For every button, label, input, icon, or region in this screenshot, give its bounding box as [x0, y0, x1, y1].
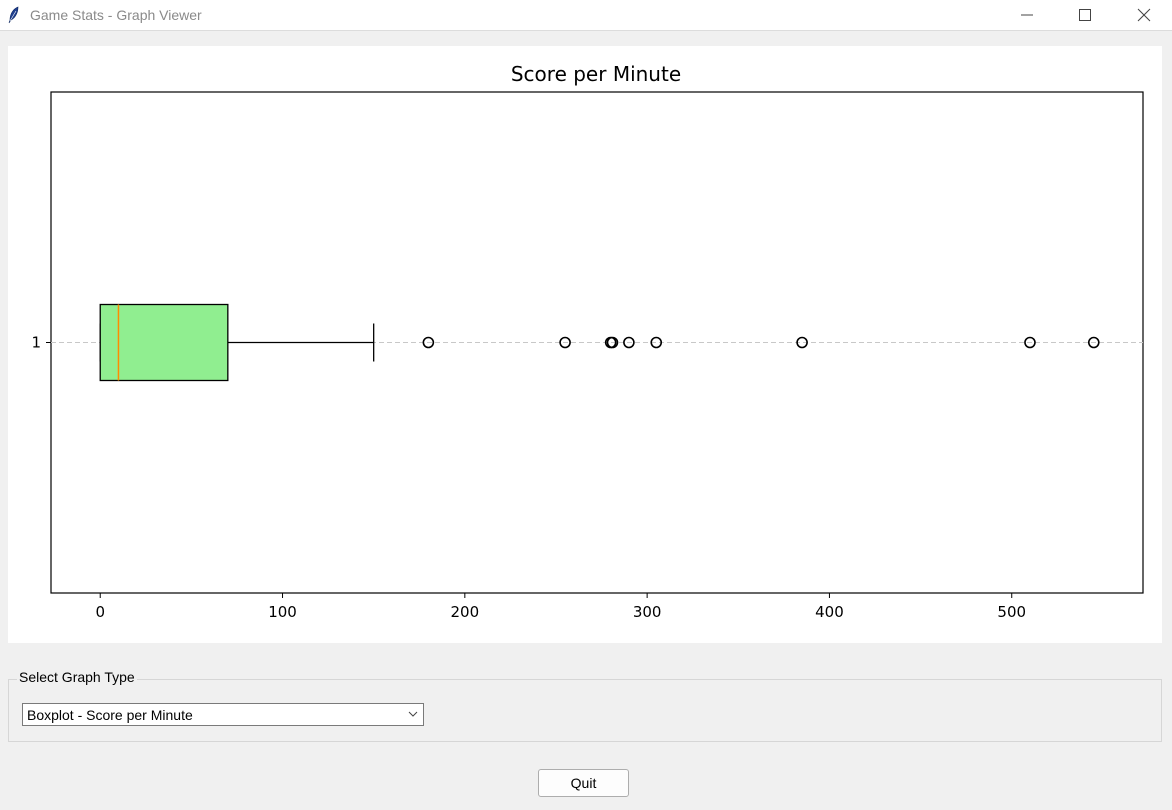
- outlier-point: [606, 336, 619, 349]
- chart-title: Score per Minute: [511, 62, 681, 86]
- window-title: Game Stats - Graph Viewer: [30, 7, 202, 23]
- close-icon: [1137, 8, 1151, 22]
- maximize-button[interactable]: [1062, 0, 1108, 30]
- outlier-point: [1024, 336, 1036, 349]
- chart-panel: Score per Minute 0 100 200 300 400 500 1: [8, 46, 1162, 643]
- graph-type-group-label: Select Graph Type: [17, 669, 137, 685]
- x-tick-label: 100: [268, 603, 297, 621]
- x-tick-label: 500: [997, 603, 1026, 621]
- quit-button[interactable]: Quit: [538, 769, 629, 797]
- close-button[interactable]: [1121, 0, 1167, 30]
- y-tick-label: 1: [31, 334, 41, 352]
- chevron-down-icon: [408, 711, 418, 717]
- outlier-point: [650, 336, 663, 349]
- x-tick-label: 200: [451, 603, 480, 621]
- graph-type-dropdown[interactable]: Boxplot - Score per Minute: [22, 703, 424, 726]
- minimize-button[interactable]: [1004, 0, 1050, 30]
- maximize-icon: [1079, 9, 1091, 21]
- minimize-icon: [1021, 14, 1033, 16]
- box-iqr: [99, 303, 229, 382]
- outlier-point: [623, 336, 635, 349]
- title-bar: Game Stats - Graph Viewer: [0, 0, 1172, 31]
- outlier-point: [559, 336, 571, 349]
- boxplot-chart: Score per Minute 0 100 200 300 400 500 1: [31, 62, 1144, 621]
- chart-marks: 0 100 200 300 400 500 1: [31, 303, 1143, 621]
- x-tick-label: 400: [815, 603, 844, 621]
- graph-type-group: [8, 679, 1162, 742]
- outlier-point: [796, 336, 808, 349]
- outlier-point: [1087, 336, 1100, 349]
- x-tick-label: 0: [95, 603, 105, 621]
- outlier-point: [422, 336, 435, 349]
- graph-type-selected-value: Boxplot - Score per Minute: [27, 707, 193, 723]
- feather-icon: [8, 6, 19, 24]
- x-tick-label: 300: [633, 603, 662, 621]
